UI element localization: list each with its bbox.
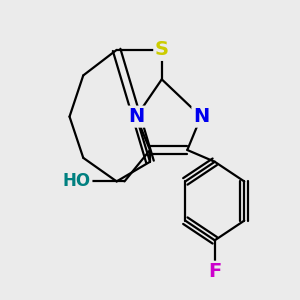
Text: N: N: [128, 107, 144, 126]
Text: N: N: [193, 107, 209, 126]
Text: HO: HO: [63, 172, 91, 190]
Text: F: F: [208, 262, 221, 281]
Text: S: S: [155, 40, 169, 59]
